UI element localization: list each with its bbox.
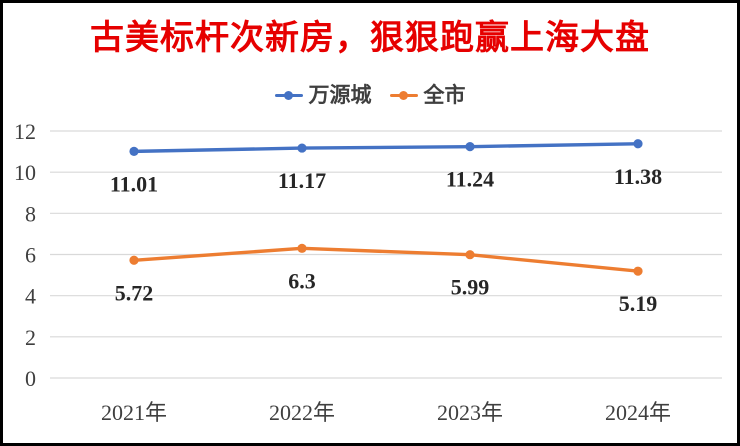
x-tick-label: 2022年 [269,400,335,425]
y-tick-label: 0 [25,366,36,391]
data-label-series1: 11.38 [614,164,662,189]
data-point-series1 [633,139,643,149]
data-label-series2: 5.99 [451,275,490,300]
legend-item-quanshi: 全市 [389,83,466,107]
y-tick-label: 2 [25,325,36,350]
y-tick-label: 6 [25,243,36,268]
x-tick-label: 2023年 [437,400,503,425]
chart-title: 古美标杆次新房，狠狠跑赢上海大盘 [90,19,650,57]
x-tick-label: 2024年 [605,400,671,425]
data-point-series1 [129,146,139,156]
y-tick-label: 4 [25,284,36,309]
line-marker-icon [389,90,418,101]
data-point-series2 [129,255,139,265]
y-tick-label: 12 [14,119,36,144]
series-line-2 [132,246,640,273]
y-tick-label: 10 [14,160,36,185]
chart-legend: 万源城 全市 [0,83,740,107]
data-point-series1 [297,143,307,153]
legend-dot-icon [398,90,408,100]
data-label-series1: 11.24 [446,167,494,192]
data-point-series1 [465,142,475,152]
data-label-series2: 5.72 [115,280,154,305]
data-label-series2: 6.3 [288,268,316,293]
legend-label-quanshi: 全市 [423,83,466,107]
data-point-series2 [465,250,475,260]
legend-dot-icon [283,90,293,100]
data-label-series1: 11.01 [110,171,158,196]
y-tick-label: 8 [25,201,36,226]
legend-label-wanyuancheng: 万源城 [308,83,372,107]
legend-item-wanyuancheng: 万源城 [274,83,372,107]
data-label-series2: 5.19 [619,291,658,316]
x-tick-label: 2021年 [101,400,167,425]
data-label-series1: 11.17 [278,168,326,193]
data-point-series2 [633,266,643,276]
data-point-series2 [297,243,307,253]
line-marker-icon [274,90,303,101]
series-line-1 [132,142,640,154]
